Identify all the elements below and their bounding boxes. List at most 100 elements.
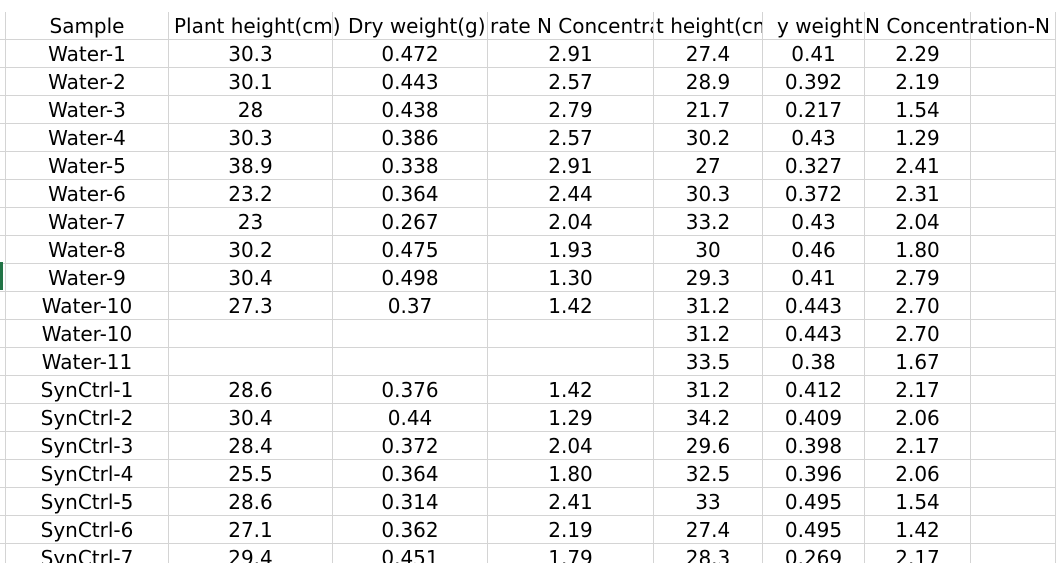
- row-edge-cell[interactable]: [0, 544, 6, 563]
- n-concentration-cell[interactable]: 1.42: [488, 292, 654, 320]
- sample-cell[interactable]: SynCtrl-2: [6, 404, 169, 432]
- dry-weight-cell[interactable]: 0.472: [333, 40, 488, 68]
- dry-weight-2-cell[interactable]: 0.41: [763, 40, 865, 68]
- plant-height-cell[interactable]: 27.3: [169, 292, 333, 320]
- dry-weight-cell[interactable]: [333, 348, 488, 376]
- plant-height-cell[interactable]: 30.4: [169, 404, 333, 432]
- row-edge-cell[interactable]: [0, 292, 6, 320]
- dry-weight-2-cell[interactable]: 0.398: [763, 432, 865, 460]
- header-cell-dry-weight-2[interactable]: y weight(g): [763, 12, 865, 40]
- column-header-f[interactable]: F: [763, 0, 865, 4]
- plant-height-cell[interactable]: 28.6: [169, 376, 333, 404]
- empty-cell-h[interactable]: [971, 348, 1056, 376]
- plant-height-2-cell[interactable]: 28.9: [654, 68, 763, 96]
- header-cell-n-concentration[interactable]: rate N Concentrat: [488, 12, 654, 40]
- n-concentration-2-cell[interactable]: 1.80: [865, 236, 971, 264]
- empty-cell-h[interactable]: [971, 516, 1056, 544]
- n-concentration-cell[interactable]: 2.04: [488, 208, 654, 236]
- plant-height-2-cell[interactable]: 28.3: [654, 544, 763, 563]
- dry-weight-2-cell[interactable]: 0.392: [763, 68, 865, 96]
- sample-cell[interactable]: Water-1: [6, 40, 169, 68]
- dry-weight-cell[interactable]: 0.364: [333, 460, 488, 488]
- dry-weight-cell[interactable]: 0.37: [333, 292, 488, 320]
- empty-cell-h[interactable]: [971, 152, 1056, 180]
- empty-cell-h[interactable]: [971, 488, 1056, 516]
- n-concentration-2-cell[interactable]: 1.54: [865, 96, 971, 124]
- n-concentration-2-cell[interactable]: 2.31: [865, 180, 971, 208]
- empty-cell-h[interactable]: [971, 432, 1056, 460]
- empty-cell-h[interactable]: [971, 180, 1056, 208]
- plant-height-cell[interactable]: [169, 348, 333, 376]
- dry-weight-cell[interactable]: 0.376: [333, 376, 488, 404]
- plant-height-2-cell[interactable]: 27: [654, 152, 763, 180]
- n-concentration-cell[interactable]: 2.19: [488, 516, 654, 544]
- n-concentration-2-cell[interactable]: 2.70: [865, 292, 971, 320]
- empty-cell-h[interactable]: [971, 96, 1056, 124]
- n-concentration-2-cell[interactable]: 2.41: [865, 152, 971, 180]
- row-edge-cell[interactable]: [0, 12, 6, 40]
- plant-height-2-cell[interactable]: 31.2: [654, 292, 763, 320]
- sample-cell[interactable]: Water-9: [6, 264, 169, 292]
- dry-weight-2-cell[interactable]: 0.372: [763, 180, 865, 208]
- plant-height-2-cell[interactable]: 31.2: [654, 320, 763, 348]
- plant-height-cell[interactable]: [169, 320, 333, 348]
- empty-cell-h[interactable]: [971, 320, 1056, 348]
- header-cell-n-concentration-2[interactable]: N Concentration-N: [865, 12, 1050, 40]
- sample-cell[interactable]: Water-2: [6, 68, 169, 96]
- n-concentration-2-cell[interactable]: 2.06: [865, 404, 971, 432]
- plant-height-cell[interactable]: 29.4: [169, 544, 333, 563]
- n-concentration-2-cell[interactable]: 1.29: [865, 124, 971, 152]
- column-header-h[interactable]: H: [971, 0, 1056, 4]
- row-edge-cell[interactable]: [0, 264, 6, 292]
- plant-height-2-cell[interactable]: 29.6: [654, 432, 763, 460]
- plant-height-2-cell[interactable]: 30.3: [654, 180, 763, 208]
- sample-cell[interactable]: Water-11: [6, 348, 169, 376]
- row-edge-cell[interactable]: [0, 404, 6, 432]
- plant-height-cell[interactable]: 30.4: [169, 264, 333, 292]
- dry-weight-2-cell[interactable]: 0.43: [763, 124, 865, 152]
- empty-cell-h[interactable]: [971, 124, 1056, 152]
- n-concentration-cell[interactable]: 1.30: [488, 264, 654, 292]
- plant-height-cell[interactable]: 23: [169, 208, 333, 236]
- n-concentration-cell[interactable]: 2.04: [488, 432, 654, 460]
- plant-height-2-cell[interactable]: 27.4: [654, 516, 763, 544]
- dry-weight-cell[interactable]: 0.338: [333, 152, 488, 180]
- row-edge-cell[interactable]: [0, 320, 6, 348]
- row-edge-cell[interactable]: [0, 68, 6, 96]
- dry-weight-2-cell[interactable]: 0.269: [763, 544, 865, 563]
- n-concentration-2-cell[interactable]: 1.42: [865, 516, 971, 544]
- plant-height-2-cell[interactable]: 30.2: [654, 124, 763, 152]
- dry-weight-cell[interactable]: 0.386: [333, 124, 488, 152]
- dry-weight-2-cell[interactable]: 0.217: [763, 96, 865, 124]
- sample-cell[interactable]: SynCtrl-1: [6, 376, 169, 404]
- header-cell-plant-height[interactable]: Plant height(cm): [169, 12, 341, 40]
- row-edge-cell[interactable]: [0, 432, 6, 460]
- n-concentration-cell[interactable]: 2.44: [488, 180, 654, 208]
- dry-weight-cell[interactable]: 0.438: [333, 96, 488, 124]
- sample-cell[interactable]: Water-3: [6, 96, 169, 124]
- plant-height-2-cell[interactable]: 27.4: [654, 40, 763, 68]
- empty-cell-h[interactable]: [971, 544, 1056, 563]
- row-edge-cell[interactable]: [0, 152, 6, 180]
- sample-cell[interactable]: Water-10: [6, 320, 169, 348]
- plant-height-2-cell[interactable]: 31.2: [654, 376, 763, 404]
- empty-cell-h[interactable]: [971, 292, 1056, 320]
- header-cell-sample[interactable]: Sample: [6, 12, 169, 40]
- sample-cell[interactable]: Water-5: [6, 152, 169, 180]
- sample-cell[interactable]: SynCtrl-5: [6, 488, 169, 516]
- plant-height-cell[interactable]: 28: [169, 96, 333, 124]
- plant-height-cell[interactable]: 38.9: [169, 152, 333, 180]
- empty-cell-h[interactable]: [971, 68, 1056, 96]
- row-edge-cell[interactable]: [0, 208, 6, 236]
- plant-height-cell[interactable]: 28.6: [169, 488, 333, 516]
- row-edge-cell[interactable]: [0, 236, 6, 264]
- plant-height-cell[interactable]: 25.5: [169, 460, 333, 488]
- sample-cell[interactable]: SynCtrl-4: [6, 460, 169, 488]
- header-cell-dry-weight[interactable]: Dry weight(g): [333, 12, 488, 40]
- n-concentration-cell[interactable]: 2.91: [488, 152, 654, 180]
- sample-cell[interactable]: Water-10: [6, 292, 169, 320]
- dry-weight-2-cell[interactable]: 0.327: [763, 152, 865, 180]
- row-edge-cell[interactable]: [0, 40, 6, 68]
- plant-height-cell[interactable]: 27.1: [169, 516, 333, 544]
- empty-cell-h[interactable]: [971, 404, 1056, 432]
